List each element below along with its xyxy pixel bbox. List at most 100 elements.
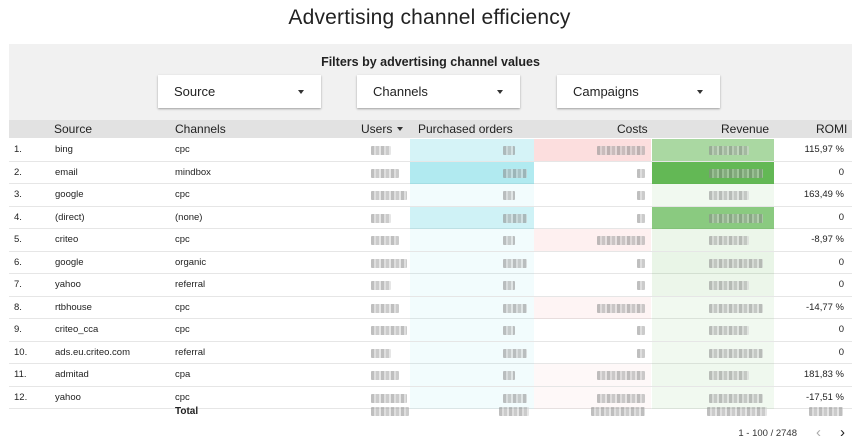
purchased-orders-heat-cell [410,139,534,161]
column-header-users[interactable]: Users [361,122,404,136]
revenue-value-redacted [709,213,763,223]
row-number: 3. [14,189,22,200]
orders-value-redacted [503,168,527,178]
revenue-value-redacted [709,146,749,155]
channel-cell: referral [175,346,206,358]
channel-cell: referral [175,279,206,290]
source-cell: criteo_cca [55,324,99,335]
costs-value-redacted [637,191,645,200]
users-value-redacted [371,146,391,155]
costs-heat-cell [534,386,651,409]
channel-cell: cpc [175,234,190,245]
revenue-value-redacted [709,258,763,268]
sort-descending-icon [397,127,404,131]
purchased-orders-heat-cell [410,161,534,184]
row-number: 8. [14,301,22,313]
orders-value-redacted [503,236,515,245]
column-header-purchased-orders[interactable]: Purchased orders [418,122,513,136]
costs-value-redacted [637,168,645,178]
romi-cell: 115,97 % [804,144,844,155]
users-value-redacted [371,348,391,358]
row-number: 9. [14,324,22,335]
source-cell: admitad [55,369,89,380]
channels-filter-dropdown[interactable]: Channels [357,75,520,108]
revenue-value-redacted [709,371,749,380]
table-row: 3. google cpc 163,49 % [9,184,852,207]
total-romi-value [809,407,843,416]
costs-heat-cell [534,229,651,251]
purchased-orders-heat-cell [410,364,534,386]
campaigns-filter-label: Campaigns [573,84,639,99]
source-cell: yahoo [55,391,81,403]
costs-value-redacted [637,348,645,358]
costs-value-redacted [637,258,645,268]
romi-cell: 0 [838,256,844,268]
row-number: 10. [14,346,28,358]
column-header-romi[interactable]: ROMI [816,122,848,136]
table-row: 11. admitad cpa 181,83 % [9,364,852,387]
orders-value-redacted [503,393,527,403]
revenue-value-redacted [709,281,749,290]
row-number: 6. [14,256,22,268]
column-header-revenue[interactable]: Revenue [721,122,770,136]
costs-value-redacted [637,326,645,335]
row-number: 11. [14,369,27,380]
table-row: 7. yahoo referral 0 [9,274,852,297]
pagination-info: 1 - 100 / 2748 [738,428,797,439]
total-costs-value [591,407,645,416]
orders-value-redacted [503,326,515,335]
caret-down-icon [497,90,503,94]
users-value-redacted [371,258,407,268]
costs-heat-cell [534,162,651,184]
costs-heat-cell [534,184,651,206]
source-cell: (direct) [55,211,85,223]
users-value-redacted [371,281,391,290]
source-filter-dropdown[interactable]: Source [158,75,321,108]
orders-value-redacted [503,371,515,380]
table-row: 4. (direct) (none) 0 [9,206,852,229]
total-row: Total [9,404,852,420]
total-label: Total [175,406,199,417]
costs-heat-cell [534,296,651,319]
column-header-source[interactable]: Source [54,122,93,136]
chevron-right-icon[interactable]: › [840,424,845,441]
purchased-orders-heat-cell [410,229,534,251]
source-cell: google [55,256,84,268]
revenue-value-redacted [709,348,763,358]
costs-value-redacted [597,303,645,313]
column-header-costs[interactable]: Costs [617,122,648,136]
chevron-left-icon[interactable]: ‹ [816,424,821,441]
costs-heat-cell [534,364,651,386]
channel-cell: cpc [175,324,190,335]
source-cell: rtbhouse [55,301,92,313]
table-row: 12. yahoo cpc -17,51 % [9,386,852,409]
purchased-orders-heat-cell [410,206,534,229]
users-value-redacted [371,326,407,335]
source-cell: yahoo [55,279,81,290]
romi-cell: -17,51 % [805,391,844,403]
users-value-redacted [371,303,399,313]
row-number: 4. [14,211,22,223]
romi-cell: 0 [838,279,844,290]
costs-value-redacted [637,213,645,223]
revenue-value-redacted [709,326,749,335]
campaigns-filter-dropdown[interactable]: Campaigns [557,75,720,108]
source-cell: google [55,189,84,200]
table-row: 8. rtbhouse cpc -14,77 % [9,296,852,319]
users-value-redacted [371,393,407,403]
total-orders-value [499,407,529,416]
users-value-redacted [371,236,399,245]
row-number: 7. [14,279,22,290]
column-header-channels[interactable]: Channels [175,122,226,136]
total-users-value [371,407,409,416]
row-number: 1. [14,144,22,155]
costs-value-redacted [597,393,645,403]
costs-value-redacted [597,371,645,380]
table-row: 6. google organic 0 [9,251,852,274]
filters-title: Filters by advertising channel values [321,55,540,69]
orders-value-redacted [503,258,527,268]
table-row: 1. bing cpc 115,97 % [9,139,852,162]
source-cell: bing [55,144,73,155]
purchased-orders-heat-cell [410,296,534,319]
purchased-orders-heat-cell [410,386,534,409]
